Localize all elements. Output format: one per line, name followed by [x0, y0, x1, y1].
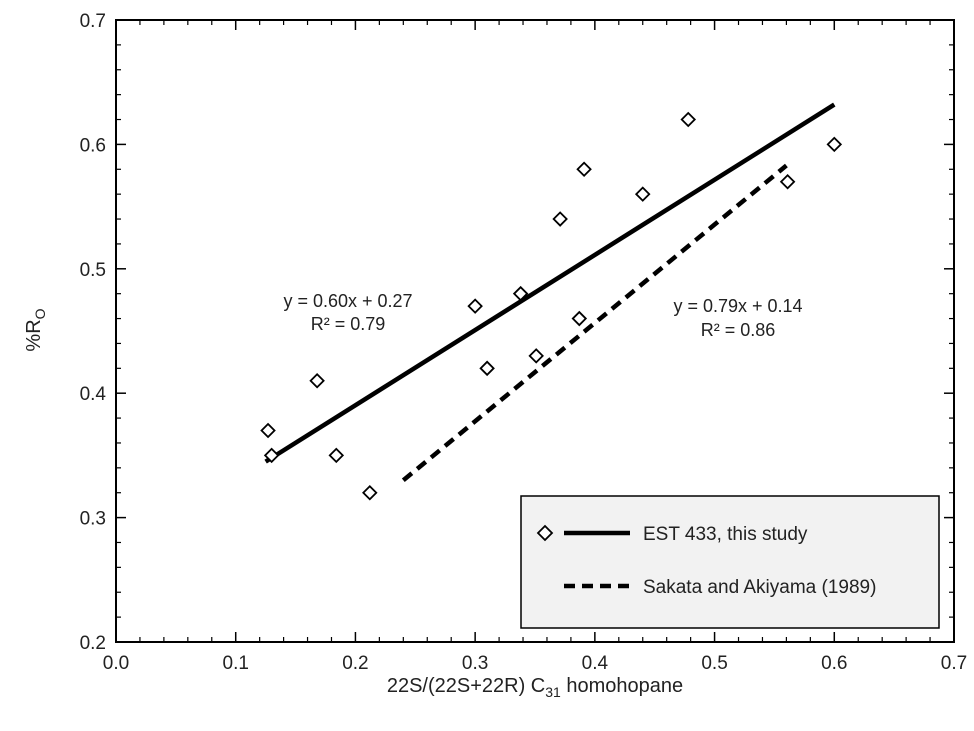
- tick-labels: 0.0 0.1 0.2 0.3 0.4 0.5 0.6 0.7 0.2 0.3 0.4 0.5 0.6 0…: [80, 11, 968, 674]
- legend-diamond-marker: [536, 524, 554, 542]
- data-point-diamond: [512, 285, 529, 302]
- legend-label-series-2: Sakata and Akiyama (1989): [643, 577, 876, 598]
- x-tick-label: 0.4: [582, 653, 609, 674]
- x-tick-label: 0.3: [462, 653, 488, 674]
- data-point-diamond: [680, 111, 697, 128]
- data-points: [260, 111, 843, 501]
- series-1-r2: R² = 0.79: [311, 314, 386, 334]
- series-1-equation: y = 0.60x + 0.27: [283, 291, 412, 311]
- x-tick-label: 0.5: [701, 653, 727, 674]
- data-point-diamond: [263, 447, 280, 464]
- x-tick-label: 0.0: [103, 653, 129, 674]
- legend-label-series-1: EST 433, this study: [643, 524, 808, 545]
- x-tick-label: 0.7: [941, 653, 967, 674]
- y-axis-title: %RO: [23, 308, 48, 351]
- y-tick-label: 0.4: [80, 384, 107, 405]
- y-tick-label: 0.7: [80, 11, 106, 32]
- series-2-equation: y = 0.79x + 0.14: [673, 296, 802, 316]
- data-point-diamond: [479, 360, 495, 377]
- y-tick-label: 0.3: [80, 509, 106, 530]
- y-tick-label: 0.5: [80, 260, 106, 281]
- x-tick-label: 0.2: [342, 653, 368, 674]
- data-point-diamond: [362, 484, 378, 501]
- data-point-diamond: [328, 447, 345, 464]
- series-1-fit-line: [264, 102, 836, 464]
- ticks: [115, 19, 955, 643]
- x-axis-title: 22S/(22S+22R) C31 homohopane: [387, 675, 683, 700]
- data-point-diamond: [634, 186, 651, 202]
- data-point-diamond: [309, 372, 325, 389]
- data-point-diamond: [528, 348, 544, 364]
- data-point-diamond: [571, 310, 588, 327]
- data-point-diamond: [576, 161, 592, 178]
- data-point-diamond: [552, 211, 568, 227]
- x-tick-label: 0.1: [223, 653, 249, 674]
- y-tick-label: 0.6: [80, 135, 106, 156]
- x-axis-title-tail: homohopane: [561, 675, 683, 697]
- data-point-diamond: [779, 173, 796, 190]
- y-axis-title-subscript: O: [32, 308, 48, 319]
- y-tick-label: 0.2: [80, 633, 106, 654]
- x-tick-label: 0.6: [821, 653, 847, 674]
- series-2-fit-line: [401, 163, 788, 483]
- x-axis-title-subscript: 31: [545, 684, 561, 700]
- series-2-r2: R² = 0.86: [701, 320, 776, 340]
- fit-lines: [264, 102, 836, 483]
- plot-frame: [115, 19, 955, 643]
- data-point-diamond: [467, 298, 483, 314]
- legend-box: [520, 495, 940, 629]
- legend: EST 433, this study Sakata and Akiyama (…: [520, 495, 940, 629]
- data-point-diamond: [260, 422, 276, 439]
- data-point-diamond: [826, 136, 843, 153]
